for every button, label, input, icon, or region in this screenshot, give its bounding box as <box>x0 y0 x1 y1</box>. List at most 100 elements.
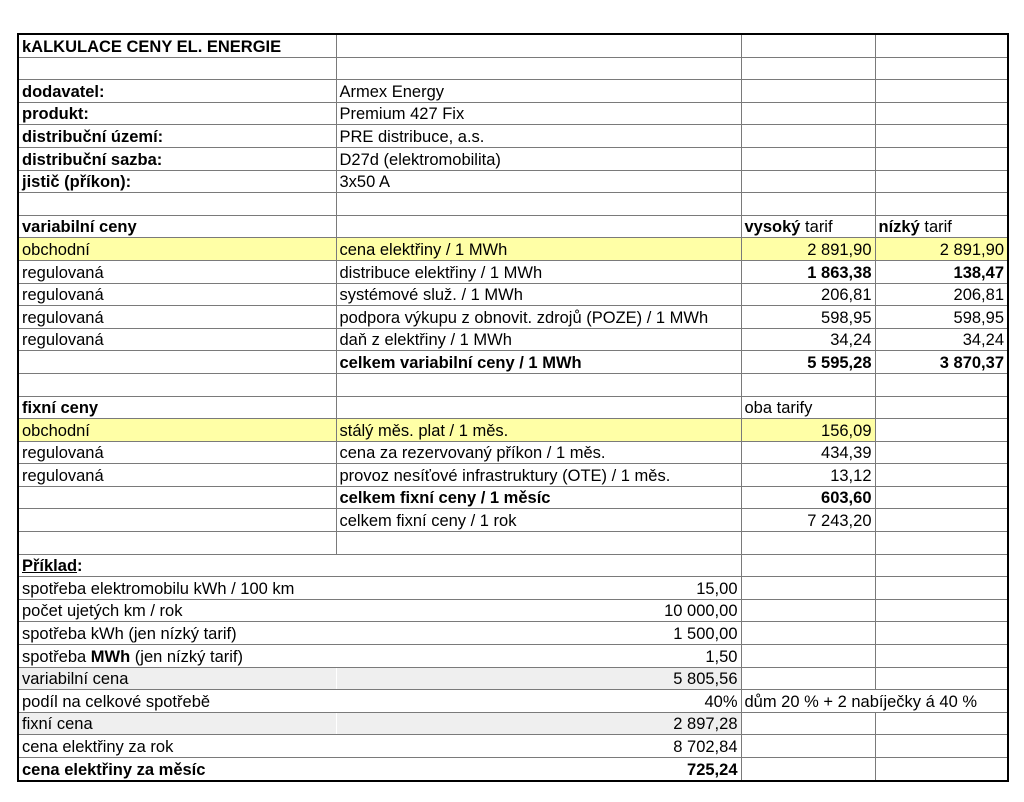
cell[interactable]: 34,24 <box>740 327 876 352</box>
cell[interactable]: jistič (příkon): <box>17 169 337 194</box>
cell[interactable]: 1 863,38 <box>740 259 876 284</box>
cell[interactable]: celkem fixní ceny / 1 měsíc <box>335 485 742 510</box>
cell[interactable]: 3 870,37 <box>874 350 1009 374</box>
cell[interactable]: 603,60 <box>740 485 876 510</box>
cell[interactable] <box>874 33 1009 58</box>
cell[interactable] <box>17 531 337 555</box>
cell[interactable]: spotřeba kWh (jen nízký tarif) <box>17 621 336 646</box>
cell[interactable]: provoz nesíťové infrastruktury (OTE) / 1… <box>335 463 742 487</box>
cell[interactable]: celkem fixní ceny / 1 rok <box>335 508 742 533</box>
cell[interactable] <box>335 214 742 239</box>
cell[interactable]: daň z elektřiny / 1 MWh <box>335 327 742 352</box>
cell[interactable]: systémové služ. / 1 MWh <box>335 282 742 307</box>
cell[interactable] <box>874 418 1009 442</box>
cell[interactable]: oba tarify <box>740 395 876 420</box>
cell[interactable] <box>874 598 1009 623</box>
cell[interactable] <box>874 576 1009 600</box>
cell[interactable]: 7 243,20 <box>740 508 876 533</box>
cell[interactable] <box>335 372 742 397</box>
cell[interactable]: distribuční sazba: <box>17 146 337 171</box>
cell[interactable] <box>17 192 337 216</box>
cell[interactable]: 2 897,28 <box>336 711 742 736</box>
cell[interactable] <box>874 756 1009 782</box>
cell[interactable] <box>740 734 876 758</box>
cell[interactable]: fixní ceny <box>17 395 337 420</box>
cell[interactable] <box>740 79 876 103</box>
cell[interactable]: regulovaná <box>17 440 337 465</box>
cell[interactable] <box>740 101 876 126</box>
cell[interactable]: cena za rezervovaný příkon / 1 měs. <box>335 440 742 465</box>
cell[interactable]: variabilní ceny <box>17 214 337 239</box>
cell[interactable]: stálý měs. plat / 1 měs. <box>335 418 742 442</box>
cell[interactable]: fixní cena <box>17 711 336 736</box>
cell[interactable]: regulovaná <box>17 463 337 487</box>
cell[interactable]: 8 702,84 <box>336 734 742 758</box>
cell[interactable]: 206,81 <box>874 282 1009 307</box>
cell[interactable] <box>874 621 1009 646</box>
cell[interactable] <box>335 395 742 420</box>
cell[interactable]: vysoký tarif <box>740 214 876 239</box>
cell[interactable]: 13,12 <box>740 463 876 487</box>
cell[interactable]: regulovaná <box>17 327 337 352</box>
cell[interactable]: distribuce elektřiny / 1 MWh <box>335 259 742 284</box>
cell[interactable] <box>740 146 876 171</box>
cell[interactable] <box>874 79 1009 103</box>
cell[interactable] <box>740 553 876 578</box>
cell[interactable] <box>335 33 742 58</box>
cell[interactable]: 2 891,90 <box>740 237 876 261</box>
cell[interactable] <box>874 395 1009 420</box>
cell[interactable]: obchodní <box>17 237 337 261</box>
cell[interactable] <box>335 531 742 555</box>
cell[interactable]: spotřeba elektromobilu kWh / 100 km <box>17 576 336 600</box>
cell[interactable]: 40% <box>336 689 742 713</box>
cell[interactable] <box>874 463 1009 487</box>
cell[interactable]: 3x50 A <box>335 169 742 194</box>
cell[interactable] <box>874 146 1009 171</box>
cell[interactable]: počet ujetých km / rok <box>17 598 336 623</box>
cell[interactable]: podíl na celkové spotřebě <box>17 689 336 713</box>
cell[interactable] <box>740 576 876 600</box>
cell[interactable] <box>17 508 337 533</box>
cell[interactable]: 1,50 <box>336 644 742 668</box>
cell[interactable] <box>740 124 876 148</box>
cell[interactable] <box>874 666 1009 691</box>
cell[interactable] <box>874 372 1009 397</box>
cell[interactable] <box>874 711 1009 736</box>
cell[interactable]: 138,47 <box>874 259 1009 284</box>
cell[interactable] <box>740 756 876 782</box>
cell[interactable]: 725,24 <box>336 756 742 782</box>
cell[interactable] <box>874 734 1009 758</box>
cell[interactable]: regulovaná <box>17 259 337 284</box>
cell[interactable]: distribuční území: <box>17 124 337 148</box>
cell[interactable]: variabilní cena <box>17 666 336 691</box>
cell[interactable] <box>740 372 876 397</box>
cell[interactable] <box>874 101 1009 126</box>
cell[interactable] <box>874 531 1009 555</box>
cell[interactable]: 2 891,90 <box>874 237 1009 261</box>
cell[interactable] <box>17 56 337 81</box>
cell[interactable] <box>874 508 1009 533</box>
cell[interactable]: Příklad: <box>17 553 336 578</box>
cell[interactable]: Armex Energy <box>335 79 742 103</box>
cell[interactable]: PRE distribuce, a.s. <box>335 124 742 148</box>
cell[interactable]: Premium 427 Fix <box>335 101 742 126</box>
cell[interactable] <box>874 56 1009 81</box>
cell[interactable]: nízký tarif <box>874 214 1009 239</box>
cell[interactable]: 206,81 <box>740 282 876 307</box>
cell[interactable]: 156,09 <box>740 418 876 442</box>
cell[interactable]: 5 805,56 <box>336 666 742 691</box>
cell[interactable]: regulovaná <box>17 305 337 329</box>
cell[interactable] <box>740 644 876 668</box>
cell[interactable]: dodavatel: <box>17 79 337 103</box>
cell[interactable] <box>874 440 1009 465</box>
cell[interactable] <box>335 56 742 81</box>
cell[interactable]: 1 500,00 <box>336 621 742 646</box>
cell[interactable]: 10 000,00 <box>336 598 742 623</box>
cell[interactable]: podpora výkupu z obnovit. zdrojů (POZE) … <box>335 305 742 329</box>
cell[interactable] <box>874 644 1009 668</box>
cell[interactable]: 5 595,28 <box>740 350 876 374</box>
cell[interactable]: celkem variabilní ceny / 1 MWh <box>335 350 742 374</box>
cell[interactable] <box>874 553 1009 578</box>
cell[interactable] <box>740 711 876 736</box>
cell[interactable]: cena elektřiny za rok <box>17 734 336 758</box>
